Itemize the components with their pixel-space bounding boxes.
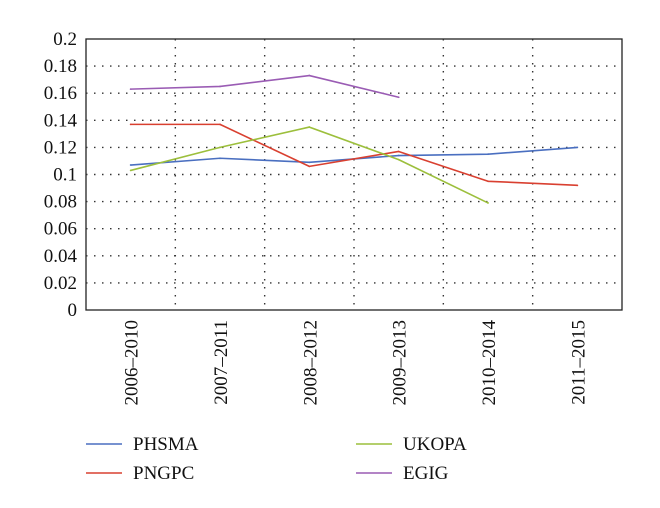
y-tick-label: 0.2: [53, 29, 77, 50]
data-point-pngpc: [487, 180, 489, 183]
data-point-phsma: [308, 161, 311, 164]
data-point-phsma: [487, 153, 489, 156]
x-tick-label: 2011–2015: [568, 320, 589, 405]
y-tick-label: 0.12: [44, 137, 77, 158]
data-point-egig: [129, 88, 132, 91]
y-tick-label: 0.1: [53, 165, 77, 186]
series-line-egig: [130, 74, 399, 99]
data-point-pngpc: [129, 123, 132, 126]
y-tick-label: 0.18: [44, 56, 77, 77]
data-point-pngpc: [397, 150, 400, 153]
x-tick-label: 2007–2011: [211, 320, 232, 405]
y-tick-label: 0.14: [44, 110, 78, 131]
data-point-ukopa: [219, 146, 221, 149]
x-tick-label: 2010–2014: [479, 320, 500, 406]
legend-label-phsma: PHSMA: [133, 434, 199, 455]
data-point-pngpc: [219, 123, 221, 126]
y-tick-label: 0.04: [44, 246, 78, 267]
series-line-phsma: [130, 146, 578, 166]
data-point-ukopa: [397, 158, 400, 161]
y-tick-label: 0.08: [44, 192, 77, 213]
data-point-egig: [397, 96, 400, 99]
y-tick-label: 0.06: [44, 219, 77, 240]
legend-label-ukopa: UKOPA: [403, 434, 467, 455]
data-point-phsma: [397, 154, 400, 157]
data-point-egig: [219, 85, 221, 88]
legend-label-pngpc: PNGPC: [133, 463, 194, 484]
data-point-phsma: [576, 146, 579, 149]
x-tick-label: 2008–2012: [300, 320, 321, 406]
y-tick-label: 0.16: [44, 83, 77, 104]
legend-label-egig: EGIG: [403, 463, 449, 484]
data-point-pngpc: [576, 184, 579, 187]
x-tick-label: 2006–2010: [122, 320, 143, 406]
data-point-ukopa: [129, 169, 132, 172]
data-point-phsma: [129, 164, 132, 166]
y-tick-label: 0.02: [44, 273, 77, 294]
series-line-ukopa: [130, 126, 489, 204]
y-tick-label: 0: [68, 300, 78, 321]
data-point-ukopa: [308, 126, 311, 128]
data-point-egig: [308, 74, 311, 77]
data-point-ukopa: [487, 202, 489, 204]
data-point-phsma: [219, 157, 221, 160]
data-point-pngpc: [308, 165, 311, 168]
series-line-pngpc: [130, 123, 578, 187]
x-tick-label: 2009–2013: [390, 320, 411, 406]
